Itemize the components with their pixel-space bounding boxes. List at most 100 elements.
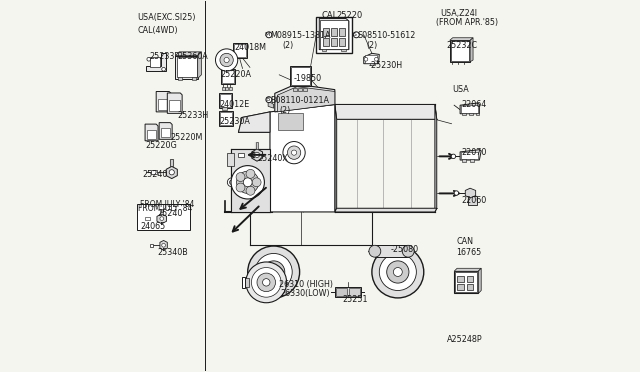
Circle shape	[394, 267, 403, 276]
Polygon shape	[435, 105, 436, 212]
Text: 25240: 25240	[157, 209, 182, 218]
Bar	[469, 113, 473, 115]
Circle shape	[162, 67, 166, 71]
Text: FROM JULY '84: FROM JULY '84	[140, 200, 195, 209]
Bar	[335, 287, 361, 297]
Text: 25360A: 25360A	[177, 52, 208, 61]
Text: 25251: 25251	[342, 295, 368, 304]
Text: (2): (2)	[279, 106, 291, 115]
Bar	[227, 153, 234, 166]
Bar	[323, 38, 328, 46]
Circle shape	[266, 32, 272, 38]
Bar	[291, 65, 311, 86]
Text: 25240: 25240	[142, 170, 168, 179]
Polygon shape	[252, 149, 262, 161]
Circle shape	[252, 267, 281, 297]
Circle shape	[451, 154, 456, 158]
Circle shape	[266, 97, 272, 103]
Circle shape	[236, 173, 245, 182]
Bar	[169, 100, 180, 111]
Text: -19850: -19850	[294, 74, 322, 83]
Circle shape	[369, 245, 381, 257]
Text: 24065: 24065	[140, 222, 166, 231]
Circle shape	[257, 273, 276, 292]
Polygon shape	[470, 38, 473, 62]
Bar	[323, 28, 328, 36]
Text: 25230A: 25230A	[219, 117, 250, 126]
Bar	[457, 284, 464, 290]
Bar	[220, 94, 231, 107]
Circle shape	[364, 57, 368, 61]
Circle shape	[230, 180, 234, 185]
Circle shape	[291, 150, 297, 155]
Polygon shape	[460, 103, 479, 114]
Circle shape	[380, 253, 417, 291]
Circle shape	[269, 267, 278, 276]
Polygon shape	[465, 188, 476, 198]
Text: 25240X: 25240X	[257, 154, 288, 163]
Circle shape	[262, 261, 285, 283]
Bar	[339, 38, 345, 46]
Circle shape	[468, 196, 477, 205]
Polygon shape	[156, 92, 171, 112]
Text: USA: USA	[452, 85, 469, 94]
Polygon shape	[450, 38, 473, 40]
Text: 25220M: 25220M	[170, 133, 202, 142]
Bar	[229, 87, 232, 90]
Circle shape	[169, 170, 174, 175]
Bar	[242, 277, 245, 288]
Bar	[150, 57, 159, 67]
Bar	[225, 87, 228, 90]
Polygon shape	[145, 124, 158, 141]
Circle shape	[374, 57, 378, 61]
Bar	[461, 105, 478, 113]
Polygon shape	[159, 123, 172, 139]
Text: S08510-51612: S08510-51612	[357, 31, 415, 41]
Circle shape	[216, 49, 237, 71]
Bar	[339, 28, 345, 36]
Text: USA,Z24I: USA,Z24I	[440, 9, 477, 18]
Bar	[349, 288, 360, 296]
Text: S: S	[353, 32, 356, 37]
Bar	[316, 17, 351, 52]
Circle shape	[454, 191, 459, 195]
Bar	[331, 38, 337, 46]
Bar	[255, 142, 259, 149]
Circle shape	[283, 141, 305, 164]
Circle shape	[237, 171, 259, 193]
Bar	[179, 77, 182, 80]
Circle shape	[227, 178, 236, 187]
Text: B08110-0121A: B08110-0121A	[270, 96, 329, 105]
Circle shape	[255, 253, 292, 291]
Bar	[177, 57, 196, 77]
Text: 25340B: 25340B	[157, 248, 188, 257]
Circle shape	[353, 32, 359, 38]
Polygon shape	[277, 87, 335, 112]
Bar	[451, 41, 469, 61]
Bar	[342, 49, 346, 51]
Text: 22070: 22070	[461, 148, 487, 157]
Text: 22060: 22060	[461, 196, 487, 205]
Bar	[467, 284, 474, 290]
Bar	[150, 244, 153, 247]
Bar	[455, 272, 477, 292]
Polygon shape	[335, 208, 436, 212]
Text: CAL: CAL	[322, 11, 338, 20]
Polygon shape	[478, 268, 481, 294]
Text: 25220: 25220	[337, 11, 363, 20]
Bar	[457, 276, 464, 282]
Circle shape	[162, 243, 166, 247]
Polygon shape	[231, 149, 270, 212]
Text: USA(EXC.SI25): USA(EXC.SI25)	[138, 13, 196, 22]
Bar	[278, 113, 303, 131]
Bar	[147, 130, 156, 139]
Bar	[222, 87, 225, 90]
Bar	[233, 43, 247, 58]
Text: CAL(4WD): CAL(4WD)	[138, 26, 179, 35]
Text: M08915-1381A: M08915-1381A	[270, 31, 330, 41]
Polygon shape	[175, 52, 202, 55]
Text: 25220G: 25220G	[146, 141, 177, 150]
Bar	[336, 288, 347, 296]
Circle shape	[246, 262, 287, 303]
Bar	[234, 44, 246, 57]
